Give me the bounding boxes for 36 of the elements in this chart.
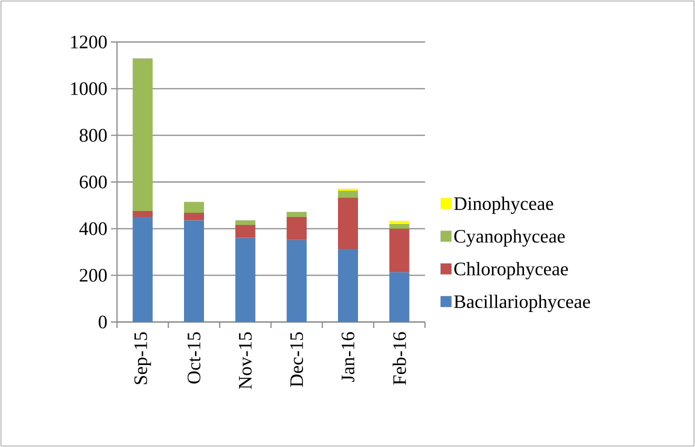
bar	[338, 248, 358, 322]
bar	[286, 217, 307, 240]
bar	[132, 210, 153, 217]
bar	[286, 212, 307, 217]
bar	[389, 228, 410, 272]
x-tick-label: Sep-15	[134, 332, 151, 384]
y-tick-label: 400	[79, 222, 107, 236]
bar	[184, 212, 204, 220]
bar	[235, 224, 256, 238]
bar	[132, 217, 153, 322]
y-tick-label: 200	[80, 268, 107, 282]
y-tick-label: 800	[80, 128, 107, 142]
bar	[184, 220, 204, 322]
x-tick-label: Jan-16	[342, 332, 354, 382]
bar	[235, 220, 256, 225]
legend-label: Cyanophyceae	[454, 229, 565, 247]
bar	[338, 198, 358, 249]
bar	[184, 202, 204, 213]
legend-label: Dinophyceae	[454, 196, 554, 214]
legend-label: Chlorophyceae	[454, 262, 568, 280]
x-tick-label: Nov-15	[238, 332, 252, 390]
y-tick-label: 1200	[71, 36, 107, 48]
bar	[389, 220, 410, 224]
legend-label: Bacillariophyceae	[454, 294, 590, 312]
x-tick-label: Feb-16	[392, 332, 406, 385]
y-tick-label: 0	[98, 316, 107, 328]
bar	[132, 58, 153, 211]
bar	[389, 272, 410, 322]
x-tick-label: Dec-15	[290, 332, 304, 387]
bar	[286, 240, 307, 322]
bar	[338, 190, 358, 198]
y-tick-label: 1000	[71, 82, 107, 96]
y-tick-label: 600	[80, 176, 107, 188]
bar	[235, 238, 256, 322]
x-tick-label: Oct-15	[188, 332, 200, 384]
bar	[389, 224, 410, 229]
